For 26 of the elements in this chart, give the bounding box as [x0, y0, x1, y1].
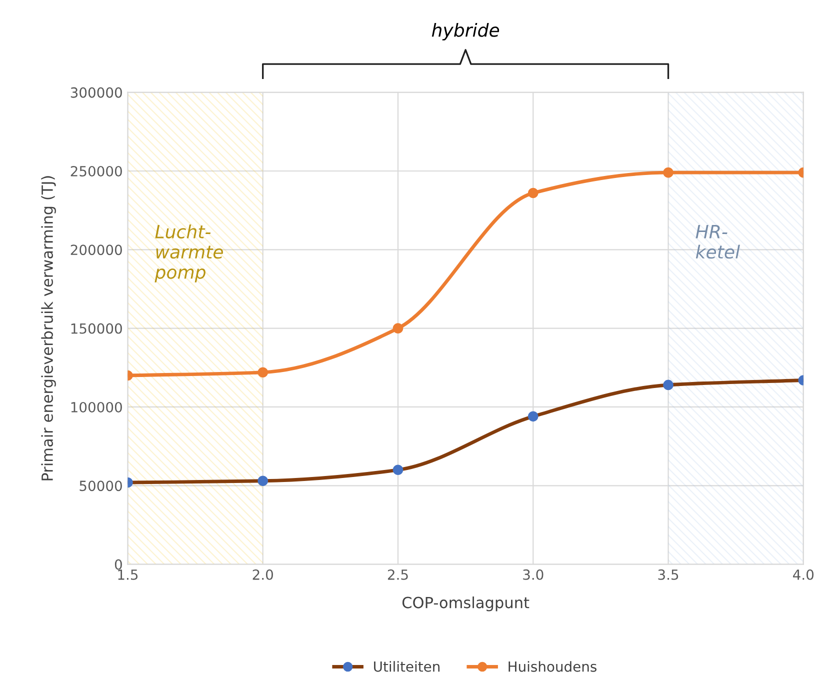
x-tick-label: 2.5: [388, 569, 408, 580]
point: [258, 476, 268, 486]
y-tick-label: 100000: [71, 402, 122, 412]
text: hybride: [432, 22, 500, 40]
y-tick-label: 250000: [70, 166, 122, 176]
y-tick-label: 0: [114, 559, 122, 570]
point: [528, 188, 538, 198]
legend-label: Utiliteiten: [374, 661, 440, 672]
y-axis-title: Primair energieverbruik verwarming (TJ): [41, 176, 56, 480]
y-tick-label: 300000: [70, 87, 122, 98]
x-tick-label: 4.0: [793, 569, 814, 580]
point: [528, 411, 538, 422]
point: [258, 367, 268, 378]
x-tick-label: 3.5: [658, 569, 678, 580]
y-tick-label: 150000: [71, 323, 122, 334]
band-label: HR- ketel: [696, 225, 740, 259]
y-tick-label: 50000: [80, 480, 122, 492]
y-tick-label: 200000: [70, 244, 122, 256]
x-tick-label: 3.0: [523, 569, 544, 580]
legend-label: Huishoudens: [508, 661, 596, 672]
point: [392, 464, 404, 476]
point: [392, 323, 404, 334]
band-label: Lucht- warmte pomp: [154, 224, 223, 282]
x-tick-label: 1.5: [118, 570, 138, 580]
x-tick-label: 2.0: [252, 569, 273, 580]
x-axis-title: COP-omslagpunt: [402, 596, 530, 612]
